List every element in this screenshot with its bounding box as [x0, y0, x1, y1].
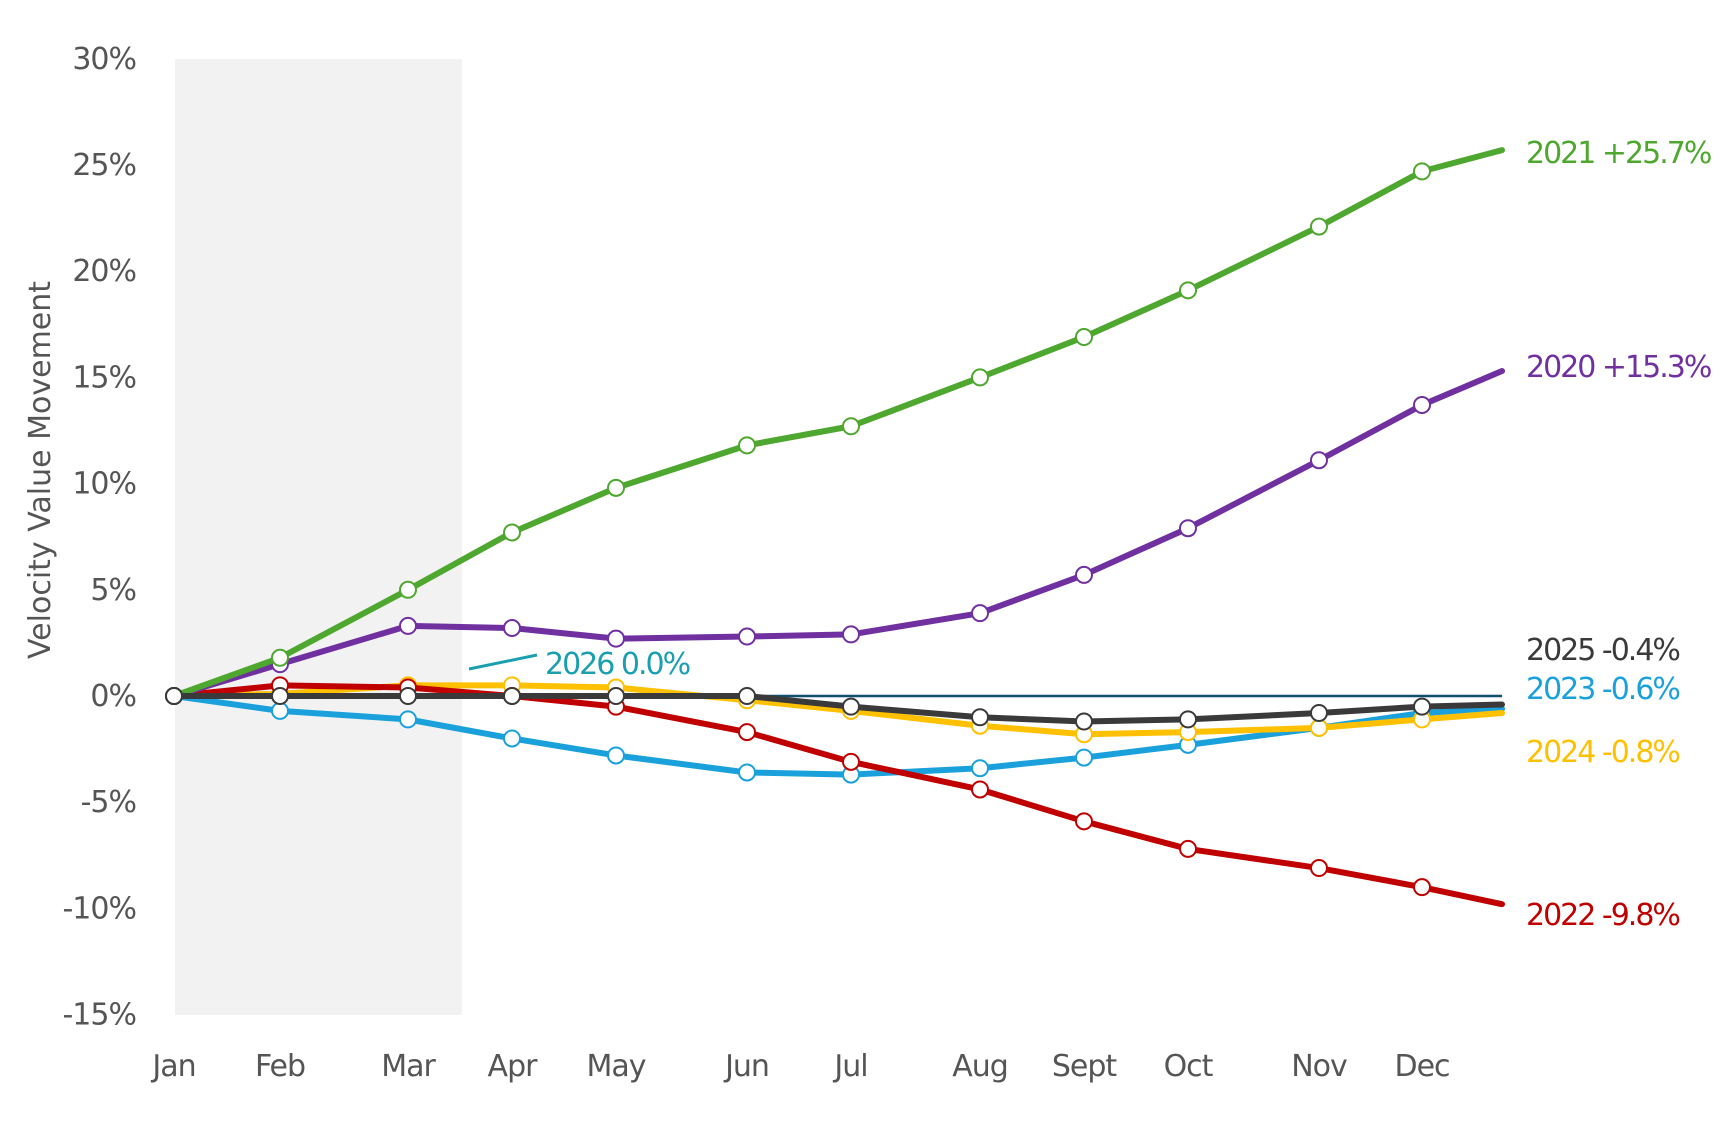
- data-point-2021: [1075, 328, 1093, 347]
- data-point-2023: [503, 729, 521, 748]
- series-label-2025: 2025 -0.4%: [1526, 633, 1679, 668]
- series-label-2021: 2021 +25.7%: [1526, 136, 1711, 171]
- label-leader-2026: [468, 653, 538, 671]
- data-point-2021: [1179, 281, 1197, 300]
- data-point-2022: [1413, 878, 1431, 897]
- data-point-2020: [607, 629, 625, 648]
- data-point-2025: [971, 708, 989, 727]
- data-point-2021: [271, 648, 289, 667]
- y-tick-label: 20%: [72, 254, 136, 289]
- x-tick-label: Sept: [1052, 1049, 1118, 1084]
- data-point-2025: [1179, 710, 1197, 729]
- data-point-2025: [1310, 703, 1328, 722]
- data-point-2025: [1075, 712, 1093, 731]
- data-point-2024: [1310, 718, 1328, 737]
- data-point-2025: [399, 687, 417, 705]
- data-point-2020: [842, 625, 860, 644]
- data-point-2022: [971, 780, 989, 799]
- data-point-2021: [842, 417, 860, 436]
- series-label-2023: 2023 -0.6%: [1526, 672, 1679, 707]
- data-point-2020: [503, 619, 521, 638]
- y-tick-label: -15%: [62, 998, 136, 1033]
- x-tick-label: Jun: [723, 1049, 769, 1084]
- data-point-2022: [1075, 812, 1093, 831]
- data-point-2020: [738, 627, 756, 646]
- data-point-2023: [971, 759, 989, 778]
- data-point-2022: [842, 752, 860, 771]
- data-point-2025: [738, 687, 756, 705]
- data-point-2023: [1075, 748, 1093, 767]
- series-label-2026: 2026 0.0%: [545, 647, 690, 682]
- x-tick-label: Feb: [255, 1049, 305, 1084]
- data-point-2023: [607, 746, 625, 765]
- y-tick-label: 15%: [72, 360, 136, 395]
- data-point-2025: [1413, 697, 1431, 716]
- data-point-2020: [1075, 565, 1093, 584]
- data-point-2022: [1179, 839, 1197, 858]
- y-axis-label: Velocity Value Movement: [23, 281, 58, 659]
- data-point-2022: [738, 723, 756, 742]
- data-point-2021: [1310, 217, 1328, 236]
- x-tick-label: Nov: [1291, 1049, 1347, 1084]
- data-point-2020: [399, 616, 417, 635]
- data-point-2023: [399, 710, 417, 729]
- data-point-2025: [607, 687, 625, 705]
- data-point-2021: [738, 436, 756, 455]
- y-tick-label: 25%: [72, 148, 136, 183]
- data-point-2023: [271, 701, 289, 720]
- data-point-2021: [1413, 162, 1431, 181]
- x-tick-label: Jan: [150, 1049, 195, 1084]
- y-tick-label: 10%: [72, 467, 136, 502]
- data-point-2025: [503, 687, 521, 705]
- data-point-2020: [1179, 519, 1197, 538]
- x-tick-label: Mar: [381, 1049, 436, 1084]
- shaded-period: [175, 59, 462, 1015]
- data-point-2021: [399, 580, 417, 599]
- data-point-2020: [1310, 451, 1328, 470]
- y-tick-label: 5%: [90, 573, 136, 608]
- x-tick-label: Dec: [1394, 1049, 1449, 1084]
- series-label-2022: 2022 -9.8%: [1526, 898, 1679, 933]
- data-point-2021: [503, 523, 521, 542]
- data-point-2020: [1413, 396, 1431, 415]
- x-tick-label: Aug: [952, 1049, 1008, 1084]
- y-tick-label: 30%: [72, 42, 136, 77]
- data-point-2021: [971, 368, 989, 387]
- series-label-2024: 2024 -0.8%: [1526, 735, 1679, 770]
- data-point-2020: [971, 604, 989, 623]
- series-label-2020: 2020 +15.3%: [1526, 350, 1711, 385]
- x-tick-label: May: [586, 1049, 645, 1084]
- x-tick-label: Apr: [488, 1049, 539, 1084]
- y-tick-label: 0%: [90, 679, 136, 714]
- data-point-2026: [165, 687, 183, 705]
- x-tick-label: Oct: [1164, 1049, 1214, 1084]
- y-tick-label: -10%: [62, 891, 136, 926]
- data-point-2025: [271, 687, 289, 705]
- x-tick-label: Jul: [832, 1049, 867, 1084]
- data-point-2022: [1310, 859, 1328, 878]
- y-tick-label: -5%: [81, 785, 136, 820]
- data-point-2025: [842, 697, 860, 716]
- data-point-2021: [607, 478, 625, 497]
- data-point-2023: [738, 763, 756, 782]
